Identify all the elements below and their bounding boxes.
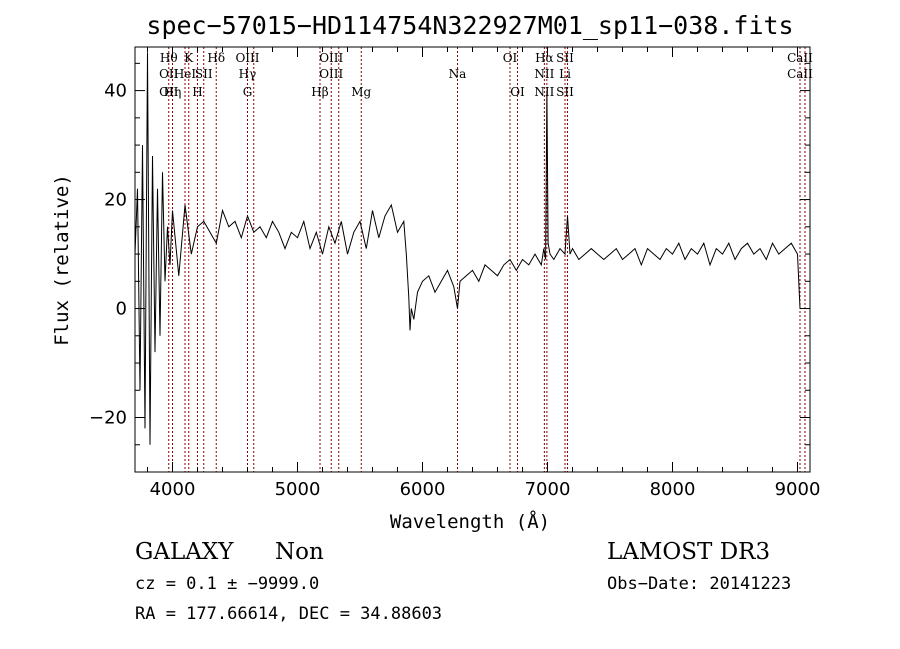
line-label: HeI: [174, 67, 197, 81]
line-label: K: [184, 51, 194, 65]
line-label: OI: [503, 51, 518, 65]
spectral-line-markers: [168, 47, 806, 472]
line-label: Hθ: [160, 51, 178, 65]
line-label: SII: [556, 85, 574, 99]
line-label: OIII: [319, 67, 343, 81]
redshift-cz: cz = 0.1 ± −9999.0: [135, 574, 319, 594]
survey-name: LAMOST DR3: [607, 539, 770, 565]
coordinates: RA = 177.66614, DEC = 34.88603: [135, 604, 442, 624]
line-label: Hα: [535, 51, 554, 65]
line-label: OIII: [319, 51, 343, 65]
line-label: SII: [195, 67, 213, 81]
line-label: SII: [556, 51, 574, 65]
line-label: Li: [559, 67, 571, 81]
x-tick-label: 6000: [400, 479, 446, 500]
line-label: OII: [159, 67, 179, 81]
line-label: Mg: [351, 85, 371, 99]
spectrum-series-line: [134, 52, 801, 445]
line-label: OII: [159, 85, 179, 99]
line-label: Na: [449, 67, 467, 81]
x-axis-label: Wavelength (Å): [390, 510, 550, 533]
y-tick-label: 0: [116, 299, 127, 320]
x-tick-label: 4000: [150, 479, 196, 500]
x-tick-label: 9000: [775, 479, 821, 500]
line-label: Hη: [164, 85, 182, 99]
line-label: OI: [510, 85, 525, 99]
x-axis-ticks: 4000 5000 6000 7000 8000 9000: [147, 47, 821, 500]
line-label: G: [243, 85, 253, 99]
y-axis-label: Flux (relative): [51, 174, 73, 346]
y-tick-label: 40: [104, 81, 127, 102]
x-tick-label: 8000: [650, 479, 696, 500]
chart-title: spec−57015−HD114754N322927M01_sp11−038.f…: [146, 11, 793, 40]
line-label: NII: [534, 85, 554, 99]
y-tick-label: −20: [89, 408, 127, 429]
line-label: Hγ: [239, 67, 257, 81]
y-tick-label: 20: [104, 190, 127, 211]
line-label: NII: [534, 67, 554, 81]
object-class: GALAXY: [135, 539, 234, 565]
line-label: OIII: [235, 51, 259, 65]
line-label: CaII: [787, 51, 813, 65]
y-axis-ticks: −20 0 20 40: [89, 62, 810, 446]
line-label: Hδ: [207, 51, 225, 65]
observation-date: Obs−Date: 20141223: [607, 574, 791, 594]
line-label: H: [192, 85, 202, 99]
object-subclass: Non: [275, 539, 324, 565]
line-label: CaII: [787, 67, 813, 81]
line-label: Hβ: [311, 85, 328, 99]
x-tick-label: 5000: [275, 479, 321, 500]
x-tick-label: 7000: [525, 479, 571, 500]
